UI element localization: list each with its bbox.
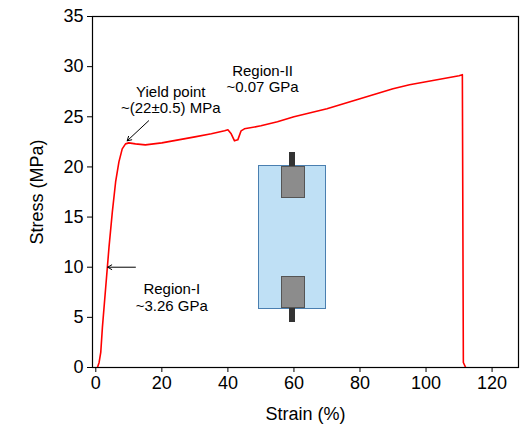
svg-text:Strain (%): Strain (%) [265,404,345,424]
svg-text:Region-I~3.26 GPa: Region-I~3.26 GPa [136,280,209,314]
svg-text:Region-II~0.07 GPa: Region-II~0.07 GPa [226,62,299,96]
svg-text:30: 30 [63,56,83,76]
svg-text:0: 0 [73,357,83,377]
svg-text:0: 0 [91,373,101,393]
svg-text:20: 20 [63,157,83,177]
svg-text:Stress (MPa): Stress (MPa) [27,139,47,244]
svg-text:15: 15 [63,207,83,227]
svg-text:20: 20 [152,373,172,393]
svg-text:120: 120 [477,373,507,393]
svg-text:100: 100 [411,373,441,393]
svg-text:40: 40 [218,373,238,393]
svg-text:80: 80 [350,373,370,393]
svg-text:60: 60 [284,373,304,393]
svg-text:10: 10 [63,257,83,277]
svg-text:5: 5 [73,307,83,327]
svg-text:25: 25 [63,107,83,127]
svg-text:35: 35 [63,6,83,26]
svg-text:Yield point~(22±0.5) MPa: Yield point~(22±0.5) MPa [121,83,221,117]
